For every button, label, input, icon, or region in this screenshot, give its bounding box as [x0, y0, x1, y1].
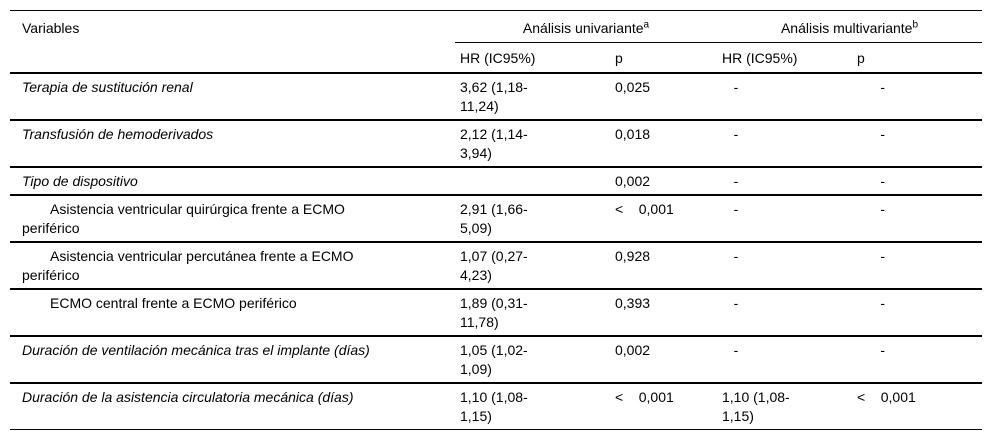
header-sub-row: HR (IC95%) p HR (IC95%) p	[10, 42, 982, 74]
univariate-p-value: 0,002	[615, 173, 651, 189]
variable-label: Terapia de sustitución renal	[22, 79, 193, 95]
column-group-univariate: Análisis univariantea	[455, 10, 717, 43]
univariate-p-value: < 0,001	[615, 201, 674, 217]
table-row: ECMO central frente a ECMO periférico 1,…	[10, 289, 982, 336]
footnote-marker-a: a	[643, 19, 650, 31]
column-header-hr-univariate: HR (IC95%)	[455, 42, 610, 74]
table-header: Variables Análisis univariantea Análisis…	[10, 10, 982, 74]
multivariate-p-value: -	[857, 126, 886, 142]
column-header-hr-multivariate: HR (IC95%)	[717, 42, 852, 74]
univariate-hr-value: 1,89 (0,31- 11,78)	[460, 295, 528, 330]
column-header-p-multivariate: p	[852, 42, 982, 74]
column-header-variables: Variables	[10, 10, 455, 74]
multivariate-hr-value: -	[722, 248, 739, 264]
univariate-hr-value: 3,62 (1,18- 11,24)	[460, 79, 528, 114]
univariate-hr-value: 2,12 (1,14- 3,94)	[460, 126, 528, 161]
multivariate-p-value: -	[857, 342, 886, 358]
variable-label: Duración de la asistencia circulatoria m…	[22, 389, 354, 405]
table-row: Terapia de sustitución renal 3,62 (1,18-…	[10, 73, 982, 120]
univariate-p-value: 0,393	[615, 295, 651, 311]
univariate-p-value: 0,928	[615, 248, 651, 264]
column-group-multivariate: Análisis multivarianteb	[717, 10, 982, 43]
table-row: Duración de la asistencia circulatoria m…	[10, 383, 982, 430]
univariate-p-value: 0,018	[615, 126, 651, 142]
table-row: Transfusión de hemoderivados 2,12 (1,14-…	[10, 120, 982, 167]
multivariate-hr-value: -	[722, 201, 739, 217]
group-label-multivariate: Análisis multivariante	[780, 20, 913, 36]
multivariate-p-value: < 0,001	[857, 389, 916, 405]
table-body: Terapia de sustitución renal 3,62 (1,18-…	[10, 73, 982, 430]
table-row: Duración de ventilación mecánica tras el…	[10, 336, 982, 383]
results-table: Variables Análisis univariantea Análisis…	[10, 10, 982, 430]
multivariate-p-value: -	[857, 201, 886, 217]
header-group-row: Variables Análisis univariantea Análisis…	[10, 10, 982, 74]
group-label-univariate: Análisis univariante	[522, 20, 644, 36]
variable-label: Asistencia ventricular percutánea frente…	[22, 248, 354, 283]
univariate-hr-value: 1,07 (0,27- 4,23)	[460, 248, 528, 283]
multivariate-p-value: -	[857, 173, 886, 189]
multivariate-hr-value: -	[722, 295, 739, 311]
column-header-p-univariate: p	[610, 42, 717, 74]
multivariate-hr-value: 1,10 (1,08- 1,15)	[722, 389, 790, 424]
univariate-p-value: 0,025	[615, 79, 651, 95]
univariate-hr-value: 2,91 (1,66- 5,09)	[460, 201, 528, 236]
footnote-marker-b: b	[912, 19, 919, 31]
univariate-hr-value	[455, 167, 610, 195]
table-row: Asistencia ventricular percutánea frente…	[10, 242, 982, 289]
variable-label: Transfusión de hemoderivados	[22, 126, 214, 142]
multivariate-hr-value: -	[722, 173, 739, 189]
multivariate-hr-value: -	[722, 126, 739, 142]
multivariate-p-value: -	[857, 295, 886, 311]
univariate-p-value: < 0,001	[615, 389, 674, 405]
variable-label: Tipo de dispositivo	[22, 173, 138, 189]
variable-label: ECMO central frente a ECMO periférico	[50, 295, 297, 311]
variable-label: Duración de ventilación mecánica tras el…	[22, 342, 370, 358]
univariate-hr-value: 1,05 (1,02- 1,09)	[460, 342, 528, 377]
univariate-p-value: 0,002	[615, 342, 651, 358]
variable-label: Asistencia ventricular quirúrgica frente…	[22, 201, 345, 236]
univariate-hr-value: 1,10 (1,08- 1,15)	[460, 389, 528, 424]
table-row: Tipo de dispositivo 0,002 - -	[10, 167, 982, 195]
table-row: Asistencia ventricular quirúrgica frente…	[10, 195, 982, 242]
multivariate-hr-value: -	[722, 342, 739, 358]
multivariate-p-value: -	[857, 248, 886, 264]
multivariate-p-value: -	[857, 79, 886, 95]
multivariate-hr-value: -	[722, 79, 739, 95]
